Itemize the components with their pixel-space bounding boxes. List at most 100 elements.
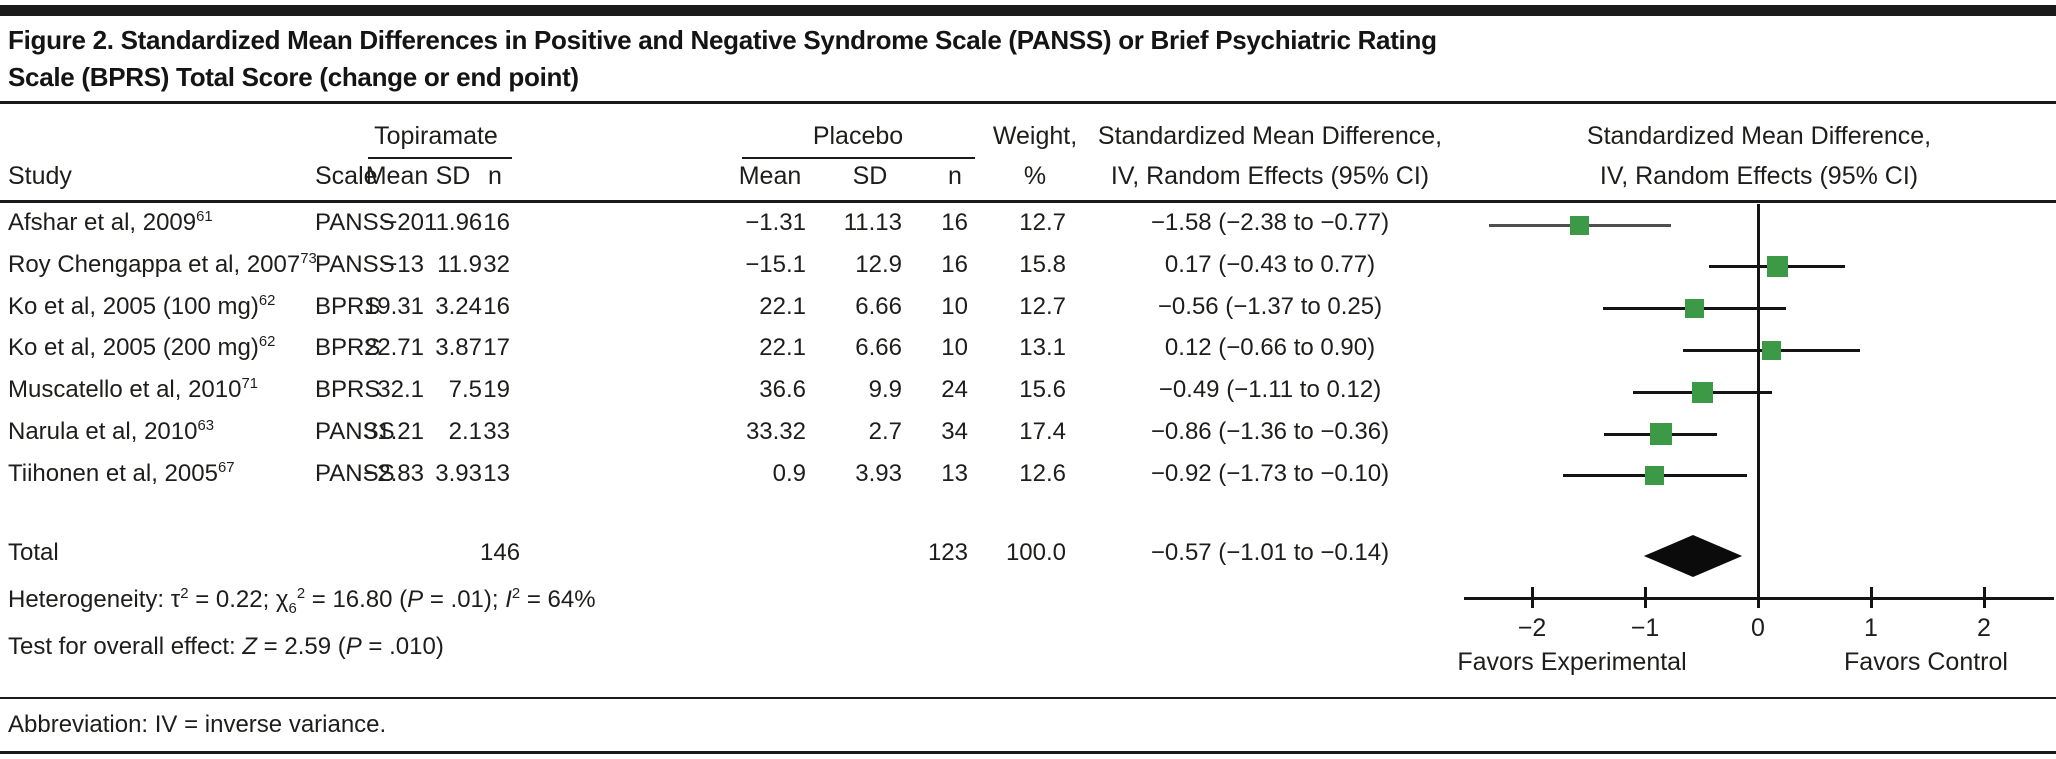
placebo-mean: 33.32 <box>745 418 806 445</box>
topiramate-mean: 19.31 <box>363 292 424 320</box>
study-ref: 73 <box>300 250 317 267</box>
axis-tick-label: 0 <box>1751 614 1765 642</box>
smd-text-header-line2: IV, Random Effects (95% CI) <box>1110 162 1430 190</box>
weight-value: 12.6 <box>1019 459 1066 487</box>
favors-experimental-label: Favors Experimental <box>1457 648 1687 676</box>
heterogeneity-segment: = 0.22; χ <box>188 586 289 613</box>
total-label: Total <box>8 539 59 566</box>
point-estimate-marker <box>1692 381 1714 403</box>
column-header-scale: Scale <box>315 162 378 190</box>
weight-value: 12.7 <box>1019 209 1066 236</box>
abbreviation-note: Abbreviation: IV = inverse variance. <box>8 711 387 738</box>
overall-effect-note: Test for overall effect: Z = 2.59 (P = .… <box>8 633 444 661</box>
placebo-n: 10 <box>941 334 968 362</box>
topiramate-group-underline <box>368 157 512 159</box>
table-row: Narula et al, 201063 PANSS 31.21 2.1 33 33.32… <box>0 418 2056 451</box>
placebo-n: 16 <box>941 209 968 236</box>
smd-ci-text: −0.92 (−1.73 to −0.10) <box>1150 459 1390 487</box>
heterogeneity-segment: I <box>505 586 512 613</box>
smd-plot-header-line1: Standardized Mean Difference, <box>1586 122 1932 150</box>
study-name: Narula et al, 201063 <box>8 418 215 445</box>
heterogeneity-segment: 6 <box>288 600 297 617</box>
weight-value: 17.4 <box>1019 418 1066 445</box>
overall-effect-segment: P <box>345 633 362 660</box>
smd-ci-text: −0.86 (−1.36 to −0.36) <box>1150 418 1390 445</box>
heterogeneity-segment: 2 <box>296 586 306 602</box>
study-name: Roy Chengappa et al, 200773 <box>8 250 317 278</box>
placebo-sd: 6.66 <box>855 334 902 362</box>
topiramate-mean: −2.83 <box>363 459 424 487</box>
placebo-sd: 3.93 <box>855 459 902 487</box>
column-header-placebo-sd: SD <box>852 162 888 190</box>
smd-ci-text: −0.56 (−1.37 to 0.25) <box>1157 292 1383 320</box>
placebo-sd: 11.13 <box>843 209 902 236</box>
overall-effect-segment: = .010) <box>361 633 444 660</box>
topiramate-mean: 32.1 <box>377 376 424 404</box>
scale-value: BPRS <box>315 334 381 362</box>
column-header-placebo-n: n <box>948 162 962 190</box>
favors-control-label: Favors Control <box>1844 648 2008 676</box>
heterogeneity-segment: = 16.80 ( <box>305 586 408 613</box>
topiramate-sd: 11.96 <box>424 209 483 236</box>
weight-value: 12.7 <box>1019 292 1066 320</box>
axis-tick-label: 2 <box>1977 614 1991 642</box>
weight-value: 13.1 <box>1019 334 1066 362</box>
placebo-n: 16 <box>941 250 968 278</box>
column-header-weight: Weight, <box>992 122 1078 150</box>
topiramate-n: 13 <box>483 459 510 487</box>
overall-effect-segment: Test for overall effect: <box>8 633 243 660</box>
rule-under-title <box>0 101 2056 104</box>
scale-value: PANSS <box>315 209 395 236</box>
table-row: Ko et al, 2005 (200 mg)62 BPRS 22.71 3.87 17… <box>0 334 2056 367</box>
heterogeneity-segment: 2 <box>180 586 189 602</box>
study-name: Tiihonen et al, 200567 <box>8 459 235 487</box>
study-name: Muscatello et al, 201071 <box>8 376 259 404</box>
study-ref: 61 <box>196 209 213 225</box>
axis-tick <box>1869 587 1873 608</box>
column-header-topiramate-n: n <box>488 162 502 190</box>
scale-value: PANSS <box>315 459 395 487</box>
topiramate-n: 16 <box>483 292 510 320</box>
table-row: Muscatello et al, 201071 BPRS 32.1 7.5 19 36.… <box>0 376 2056 409</box>
study-ref: 67 <box>217 459 235 476</box>
axis-tick-label: 1 <box>1864 614 1878 642</box>
placebo-sd: 2.7 <box>868 418 902 445</box>
zero-reference-line <box>1756 204 1760 598</box>
topiramate-sd: 3.24 <box>435 292 482 320</box>
topiramate-sd: 3.87 <box>435 334 482 362</box>
placebo-mean: 0.9 <box>772 459 806 487</box>
overall-effect-segment: = 2.59 ( <box>257 633 346 660</box>
placebo-sd: 12.9 <box>855 250 902 278</box>
heterogeneity-segment: = .01); <box>423 586 506 613</box>
point-estimate-marker <box>1766 256 1788 278</box>
topiramate-mean: −13 <box>383 250 424 278</box>
placebo-sd: 9.9 <box>868 376 902 404</box>
column-header-topiramate-sd: SD <box>435 162 471 190</box>
topiramate-sd: 3.93 <box>435 459 482 487</box>
column-header-placebo-mean: Mean <box>738 162 802 190</box>
rule-under-header <box>0 200 2056 203</box>
column-header-weight-pct: % <box>1023 162 1047 190</box>
topiramate-sd: 11.9 <box>437 250 482 278</box>
point-estimate-marker <box>1649 423 1672 445</box>
table-row: Roy Chengappa et al, 200773 PANSS −13 11.9 3… <box>0 250 2056 284</box>
point-estimate-marker <box>1685 299 1705 319</box>
study-name: Ko et al, 2005 (100 mg)62 <box>8 292 276 320</box>
placebo-mean: −1.31 <box>745 209 806 236</box>
total-placebo-n: 123 <box>927 539 968 566</box>
study-ref: 71 <box>241 376 259 393</box>
point-estimate-marker <box>1644 466 1664 486</box>
study-name: Afshar et al, 200961 <box>8 209 213 236</box>
axis-tick <box>1530 587 1534 608</box>
weight-value: 15.8 <box>1019 250 1066 278</box>
total-row-inner: Total 146 123 100.0 −0.57 (−1.01 to −0.14) <box>0 539 2056 572</box>
study-ref: 62 <box>258 292 276 309</box>
scale-value: PANSS <box>315 418 395 445</box>
scale-value: BPRS <box>315 376 381 404</box>
scale-value: BPRS <box>315 292 381 320</box>
topiramate-n: 16 <box>483 209 510 236</box>
table-row: Tiihonen et al, 200567 PANSS −2.83 3.93 13 0.… <box>0 459 2056 493</box>
heterogeneity-segment: 2 <box>511 586 521 602</box>
study-ref: 62 <box>258 334 276 351</box>
topiramate-mean: −20 <box>383 209 424 236</box>
